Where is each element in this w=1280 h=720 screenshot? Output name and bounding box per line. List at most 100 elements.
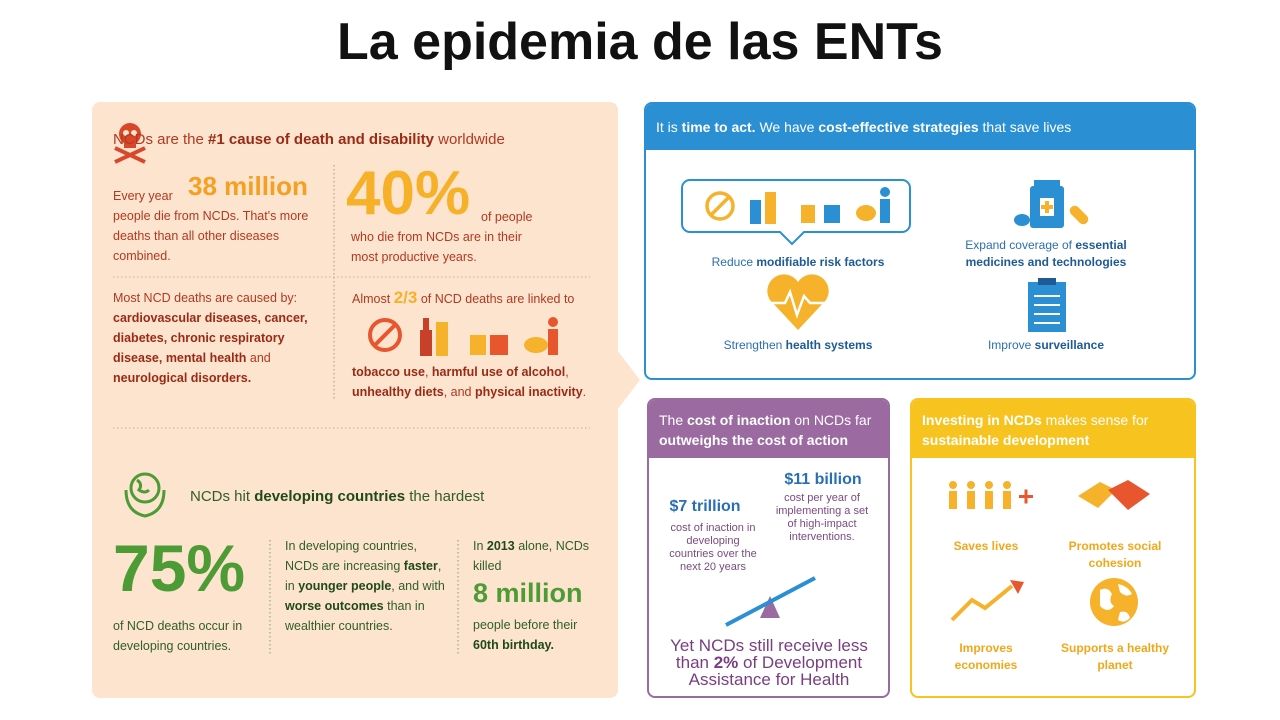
clipboard-icon <box>1028 278 1066 332</box>
deaths-number: 38 million <box>188 171 308 201</box>
killed-number: 8 million <box>473 578 583 608</box>
linked-fraction: 2/3 <box>393 288 418 307</box>
risk-caption: Reduce modifiable risk factors <box>680 254 916 271</box>
act-header: It is time to act. We have cost-effectiv… <box>646 104 1194 150</box>
pulse-line <box>772 288 824 319</box>
surveillance-caption: Improve surveillance <box>946 337 1146 354</box>
benefit-caption: Improves economies <box>954 641 1018 672</box>
heart-icon <box>767 274 829 330</box>
text-run: Yet NCDs still receive less than <box>670 636 868 672</box>
text-run: surveillance <box>1034 338 1105 352</box>
benefit-caption: Saves lives <box>953 539 1019 553</box>
text-run: physical inactivity <box>474 385 583 399</box>
growth-arrow <box>1010 580 1024 594</box>
text-run: Strengthen <box>723 338 786 352</box>
text-run: cost-effective strategies <box>818 119 979 135</box>
act-panel: It is time to act. We have cost-effectiv… <box>644 102 1196 380</box>
text-run: health systems <box>785 338 873 352</box>
text-run: modifiable risk factors <box>756 255 885 269</box>
risk-bubble <box>681 179 911 246</box>
text-run: NCDs hit <box>190 488 255 505</box>
text-run: neurological disorders. <box>113 371 252 385</box>
benefit-caption: Supports a healthy planet <box>1060 641 1170 672</box>
inaction-cost-number: $7 trillion <box>669 498 741 515</box>
burden-headline: NCDs are the #1 cause of death and disab… <box>113 130 593 150</box>
text-run: , <box>565 365 569 379</box>
causes: Most NCD deaths are caused by: cardiovas… <box>113 288 328 388</box>
inaction-footer: Yet NCDs still receive less than 2% of D… <box>652 636 886 689</box>
text-run: tobacco use <box>352 365 425 379</box>
text-run: cardiovascular diseases, cancer, diabete… <box>113 311 308 365</box>
text-run: Most NCD deaths are caused by: <box>113 291 298 305</box>
growth-line <box>950 584 1014 622</box>
text-run: time to act. <box>681 119 756 135</box>
text-run: 60th birthday. <box>473 638 555 652</box>
text-run: harmful use of alcohol <box>431 365 566 379</box>
linked-line: Almost 2/3 of NCD deaths are linked to <box>352 288 602 309</box>
investing-panel: Investing in NCDs makes sense for sustai… <box>910 398 1196 698</box>
text-run: sustainable development <box>922 432 1090 448</box>
text-run: Improve <box>987 338 1035 352</box>
skull-icon <box>114 123 146 164</box>
planet-icon <box>1090 578 1138 626</box>
killed-lead: In 2013 alone, NCDs killed <box>473 536 603 576</box>
handshake-icon <box>1078 480 1150 510</box>
medicines-caption: Expand coverage of essential medicines a… <box>946 237 1146 271</box>
text-run: , and <box>443 385 475 399</box>
share-number: 75% <box>113 531 246 605</box>
systems-caption: Strengthen health systems <box>680 337 916 354</box>
text-run: essential medicines and technologies <box>965 238 1127 269</box>
linked-lead: Almost <box>352 292 391 306</box>
text-run: people before their <box>473 618 578 632</box>
action-cost-text: cost per year of implementing a set of h… <box>775 492 869 543</box>
productive-text: who die from NCDs are in their most prod… <box>351 230 522 264</box>
text-run: , in <box>285 559 442 593</box>
trend-text: In developing countries, NCDs are increa… <box>285 536 453 636</box>
people-icon <box>949 481 1033 509</box>
text-run: that save lives <box>978 119 1072 135</box>
text-run: #1 cause of death and disability <box>208 131 434 148</box>
text-run: 2% <box>713 653 739 672</box>
inaction-cost-text: cost of inaction in developing countries… <box>669 522 757 573</box>
text-run: than in wealthier countries. <box>285 599 425 633</box>
text-run: on NCDs far <box>790 412 872 428</box>
text-run: , and with <box>391 579 445 593</box>
text-run: makes sense for <box>1041 412 1149 428</box>
productive-number: 40% <box>346 159 471 228</box>
text-run: It is <box>656 119 682 135</box>
investing-header: Investing in NCDs makes sense for sustai… <box>912 400 1194 458</box>
text-run: alone, NCDs killed <box>473 539 590 573</box>
text-run: . <box>582 385 587 399</box>
text-run: 2013 <box>486 539 515 553</box>
risk-icons-left <box>368 317 558 356</box>
inaction-header: The cost of inaction on NCDs far outweig… <box>649 400 888 458</box>
share-text: of NCD deaths occur in developing countr… <box>113 619 243 653</box>
text-run: faster <box>403 559 438 573</box>
text-run: cost of inaction <box>687 412 791 428</box>
developing-headline: NCDs hit developing countries the hardes… <box>190 487 590 507</box>
burden-panel <box>92 102 618 698</box>
text-run: Investing in NCDs <box>922 412 1042 428</box>
benefit-caption: Promotes social cohesion <box>1068 539 1162 570</box>
slide-title: La epidemia de las ENTs <box>337 13 943 71</box>
text-run: developing countries <box>254 488 406 505</box>
globe-hands-icon <box>124 472 166 518</box>
killed-text: people before their 60th birthday. <box>473 615 603 655</box>
medicine-icon <box>1014 180 1089 228</box>
text-run: NCDs are the <box>113 131 209 148</box>
action-cost-number: $11 billion <box>784 471 862 488</box>
text-run: of Development Assistance for Health <box>688 653 863 689</box>
text-run: outweighs the cost of action <box>659 432 849 448</box>
text-run: and <box>246 351 271 365</box>
linked-text: of NCD deaths are linked to <box>420 292 575 306</box>
text-run: In <box>473 539 487 553</box>
deaths-text: people die from NCDs. That's more deaths… <box>113 209 309 263</box>
text-run: Expand coverage of <box>965 238 1076 252</box>
deaths-lead: Every year <box>113 189 173 203</box>
